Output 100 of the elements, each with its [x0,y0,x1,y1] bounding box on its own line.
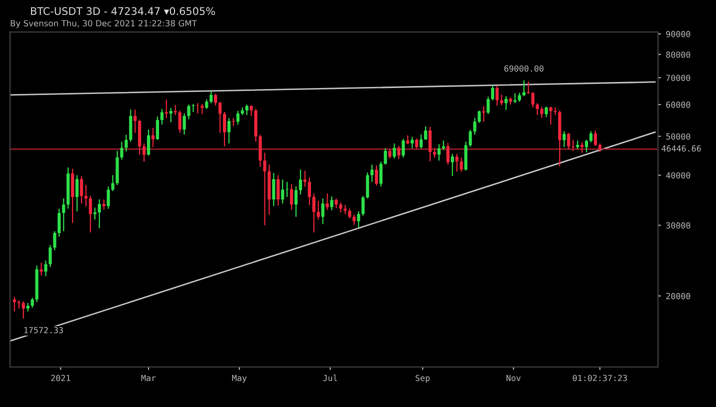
candlestick [544,106,548,118]
candlestick [321,198,324,225]
candlestick [526,80,530,94]
x-tick-label: 01:02:37:23 [572,374,627,382]
candlestick [88,195,92,233]
candlestick [205,98,208,110]
candlestick [222,111,226,147]
candlestick [326,192,329,210]
x-tick-label: 2021 [51,374,70,382]
candlestick [169,108,172,123]
candlestick [298,169,302,196]
candlestick [482,106,486,122]
candlestick [594,130,597,147]
candlestick [84,184,88,207]
candlestick [276,174,280,206]
candlestick [316,200,320,220]
candlestick [496,85,499,106]
annotation: 69000.00 [504,65,544,72]
candlestick [48,244,52,268]
candlestick [120,141,124,160]
candlestick [589,130,593,143]
candlestick [357,210,360,228]
candlestick [156,116,160,140]
candlestick [160,108,164,126]
candlestick [218,101,222,134]
candlestick [30,297,34,308]
candlestick [486,96,490,115]
candlestick [397,145,400,160]
candlestick [129,109,132,142]
y-tick-label: 20000 [666,292,690,300]
candlestick [263,152,266,226]
candlestick [236,110,240,126]
candlestick [531,91,534,108]
candlestick [182,112,186,136]
candlestick [370,164,374,182]
candlestick [200,103,204,115]
chart-subtitle: By Svenson Thu, 30 Dec 2021 21:22:38 GMT [10,20,197,28]
annotation: 17572.33 [24,327,63,334]
x-tick-label: Nov [506,374,521,382]
candlestick [478,110,481,124]
candlestick [522,80,526,97]
candlestick [339,202,342,213]
candlestick [40,262,43,276]
candlestick [312,192,316,233]
candlestick [142,142,146,162]
candlestick [308,176,311,206]
candlestick [536,102,539,116]
candlestick [584,139,588,153]
candlestick [178,110,182,134]
candlestick [44,260,48,277]
candlestick [80,176,84,204]
ref-line-label: 46446.66 [662,145,701,152]
x-tick-label: Sep [416,374,430,383]
candlestick [437,144,441,162]
candlestick [562,130,566,148]
candlestick [388,148,392,160]
candlestick [174,104,177,116]
candlestick [446,142,450,166]
candlestick [540,106,544,118]
candlestick [379,161,382,187]
candlestick [420,134,423,150]
y-tick-label: 30000 [666,222,690,229]
candlestick [415,138,418,150]
candlestick [146,128,150,156]
candlestick [71,168,74,224]
candlestick [491,84,494,101]
candlestick [134,109,137,134]
candlestick [294,186,298,218]
candlestick [62,198,66,232]
candlestick [554,106,557,116]
candlestick [303,170,307,188]
candlestick [192,103,195,113]
candlestick [53,230,56,251]
candlestick [344,204,347,215]
candlestick [214,93,218,106]
candlestick [106,186,110,210]
candlestick [352,214,356,226]
candlestick [428,126,432,162]
candlestick [187,104,190,120]
candlestick [366,172,370,200]
y-tick-label: 50000 [666,133,690,140]
candlestick [245,104,248,116]
candlestick [272,172,276,207]
chart-title: BTC-USDT 3D - 47234.47 ▾0.6505% [31,7,215,16]
y-tick-label: 70000 [666,74,690,82]
candlestick [374,164,378,186]
candlestick [384,148,387,166]
candlestick [348,208,352,220]
candlestick [75,174,79,212]
y-tick-label: 90000 [666,30,690,38]
y-tick-label: 40000 [666,172,690,178]
candlestick [402,138,405,158]
candlestick [22,300,25,320]
candlestick [361,195,365,216]
x-tick-label: Mar [141,374,156,382]
candlestick [460,156,463,172]
x-tick-label: May [232,374,247,383]
candlestick [290,184,294,210]
x-tick-label: Jul [323,374,337,382]
candlestick [281,179,284,204]
